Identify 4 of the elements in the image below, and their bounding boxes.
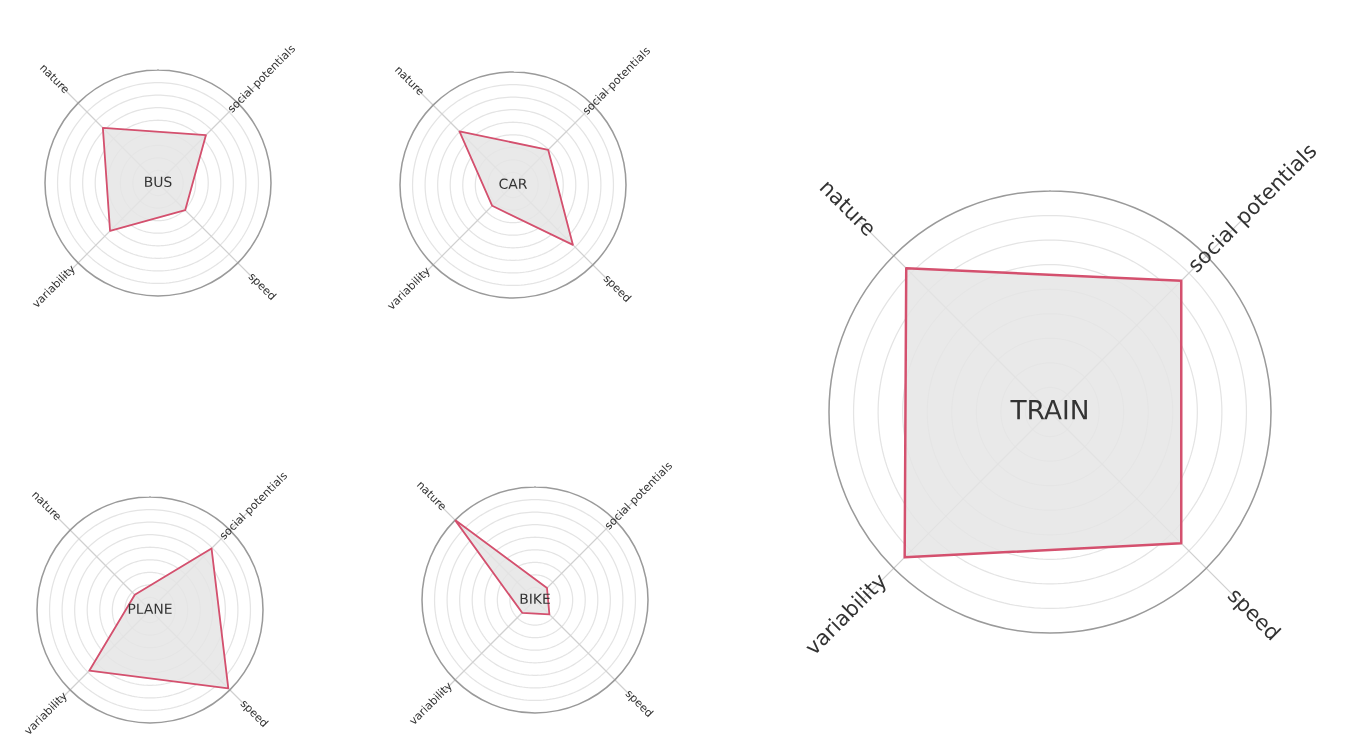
text: CAR xyxy=(499,178,528,190)
text: BUS xyxy=(145,176,172,188)
text: TRAIN xyxy=(1010,400,1087,420)
text: PLANE xyxy=(128,603,172,614)
